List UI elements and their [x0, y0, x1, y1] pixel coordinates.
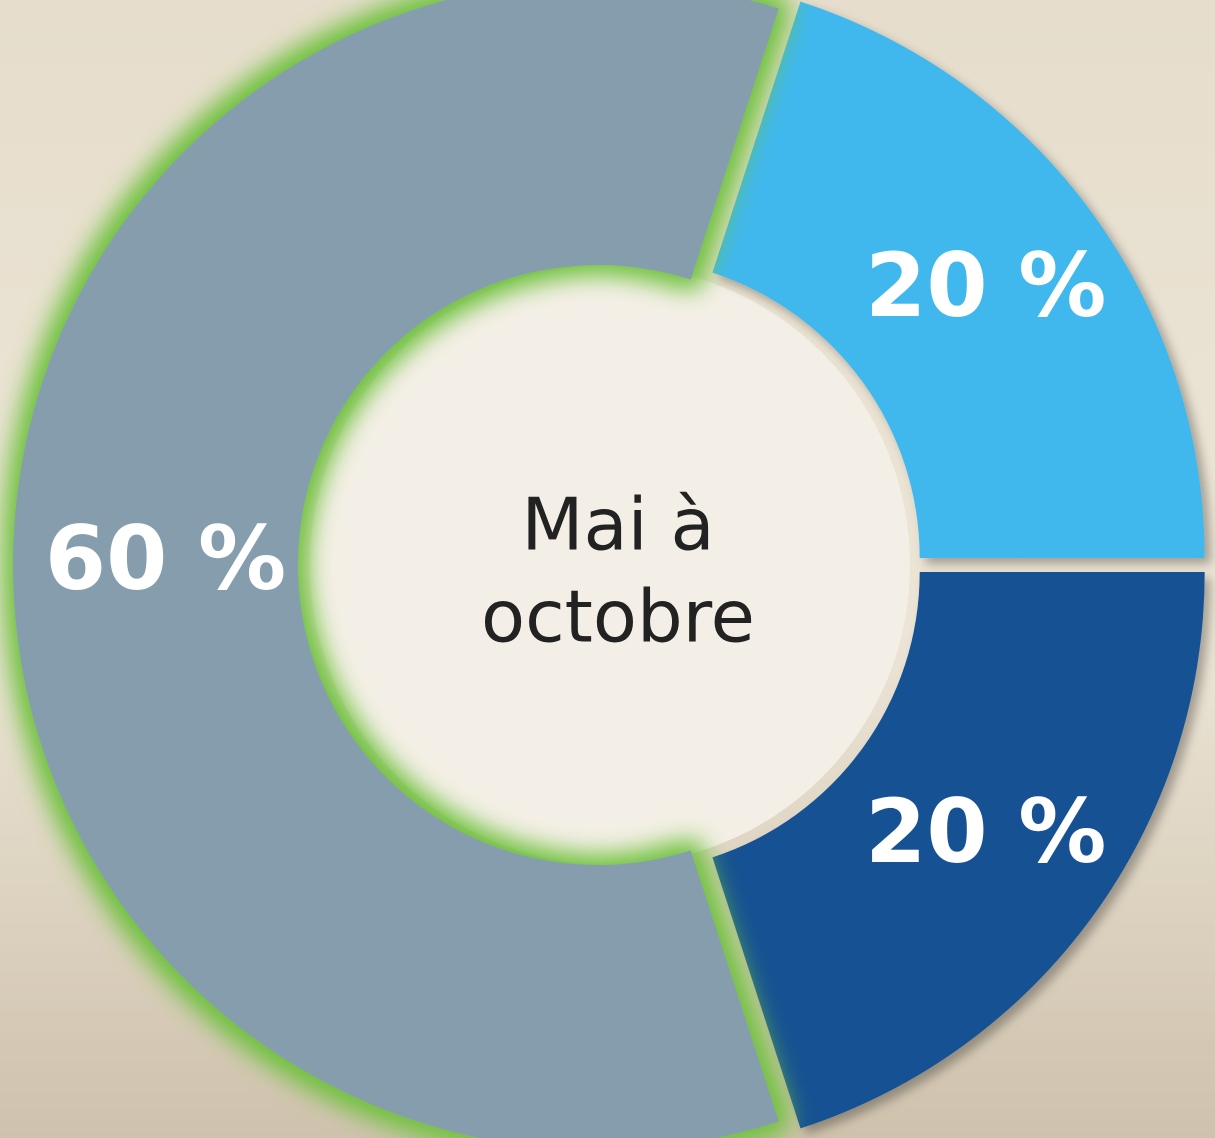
value-label: 20 % [865, 234, 1106, 337]
slices [13, 0, 1205, 1138]
value-label: 20 % [865, 780, 1106, 883]
slice [13, 0, 779, 1138]
value-label: 60 % [45, 507, 286, 610]
center-label: octobre [481, 575, 755, 659]
center-label: Mai à [521, 483, 714, 567]
slice [712, 572, 1205, 1129]
slice [712, 1, 1205, 558]
hole [310, 265, 910, 865]
